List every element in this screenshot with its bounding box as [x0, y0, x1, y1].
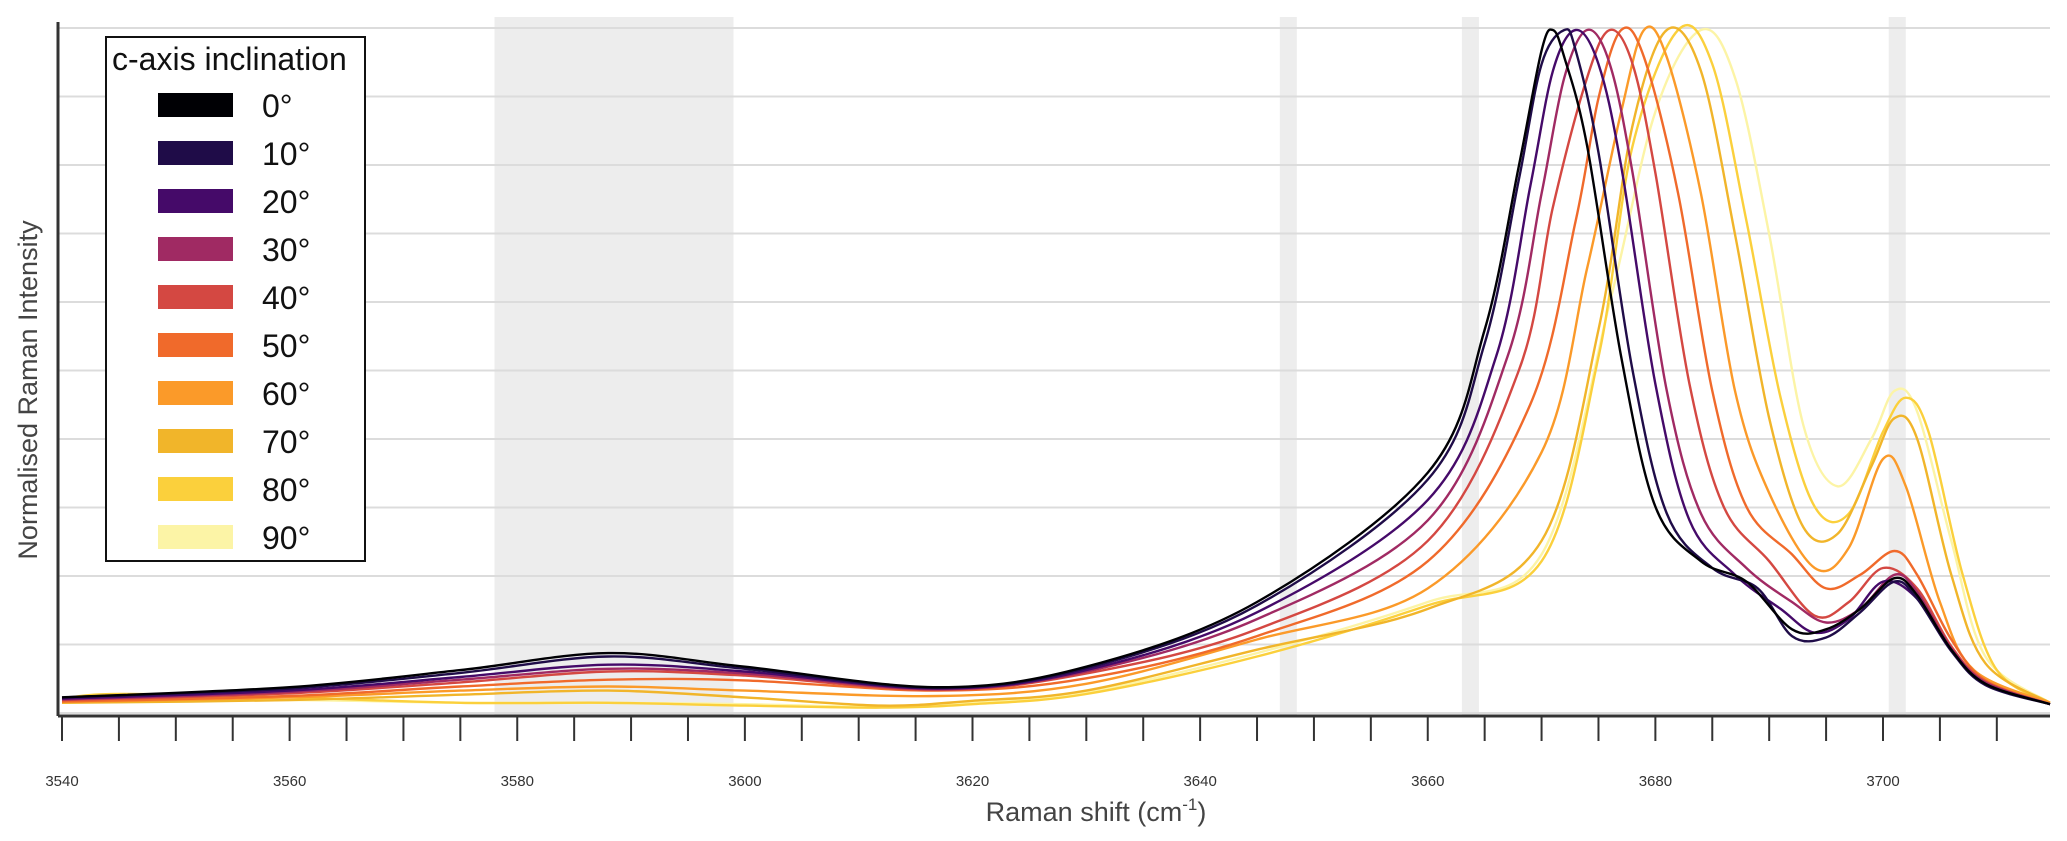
legend-swatch — [158, 381, 233, 405]
legend-label: 40° — [262, 280, 310, 316]
x-tick-label: 3560 — [273, 773, 306, 790]
x-tick-label: 3660 — [1411, 773, 1444, 790]
legend-label: 20° — [262, 184, 310, 220]
legend-label: 50° — [262, 328, 310, 364]
legend-swatch — [158, 477, 233, 501]
axes — [56, 22, 2050, 718]
x-axis-title: Raman shift (cm-1) — [986, 795, 1207, 827]
shaded-region-4 — [1888, 17, 1906, 716]
legend-swatch — [158, 237, 233, 261]
x-tick-label: 3600 — [728, 773, 761, 790]
series-line-20deg — [61, 28, 2051, 706]
x-tick-label: 3700 — [1866, 773, 1899, 790]
x-axis-ticks: 3540 3560 3580 3600 3620 3640 3660 3680 3700 — [45, 716, 1998, 790]
legend-swatch — [158, 429, 233, 453]
legend-label: 80° — [262, 472, 310, 508]
series-line-60deg — [61, 25, 2051, 704]
shaded-region-1 — [494, 17, 734, 716]
shaded-region-3 — [1461, 17, 1479, 716]
legend-label: 90° — [262, 520, 310, 556]
legend-title: c-axis inclination — [112, 41, 347, 77]
legend-label: 70° — [262, 424, 310, 460]
legend-swatch — [158, 333, 233, 357]
x-tick-label: 3680 — [1639, 773, 1672, 790]
legend-swatch — [158, 141, 233, 165]
shaded-region-2 — [1279, 17, 1297, 716]
series-line-80deg — [61, 23, 2051, 709]
legend-label: 10° — [262, 136, 310, 172]
legend-frame — [105, 36, 366, 562]
legend-swatch — [158, 93, 233, 117]
series-lines — [61, 23, 2051, 709]
horizontal-gridlines — [58, 27, 2050, 714]
legend-label: 30° — [262, 232, 310, 268]
x-tick-label: 3620 — [956, 773, 989, 790]
series-line-40deg — [61, 28, 2051, 706]
legend-swatch — [158, 525, 233, 549]
legend-items: 0° 10° 20° 30° 40° 50° 60° 70° 80° 90° — [158, 88, 310, 556]
series-line-70deg — [61, 26, 2051, 707]
x-tick-label: 3540 — [45, 773, 78, 790]
series-line-50deg — [61, 26, 2051, 706]
x-tick-label: 3580 — [501, 773, 534, 790]
legend-label: 0° — [262, 88, 293, 124]
x-tick-label: 3640 — [1183, 773, 1216, 790]
shaded-regions — [494, 17, 1906, 716]
y-axis-title: Normalised Raman Intensity — [13, 220, 43, 560]
legend: c-axis inclination 0° 10° 20° 30° 40° 50° 60° 7… — [105, 36, 366, 562]
series-line-10deg — [61, 28, 2051, 706]
series-line-0deg — [61, 28, 2051, 706]
legend-swatch — [158, 189, 233, 213]
legend-swatch — [158, 285, 233, 309]
legend-label: 60° — [262, 376, 310, 412]
